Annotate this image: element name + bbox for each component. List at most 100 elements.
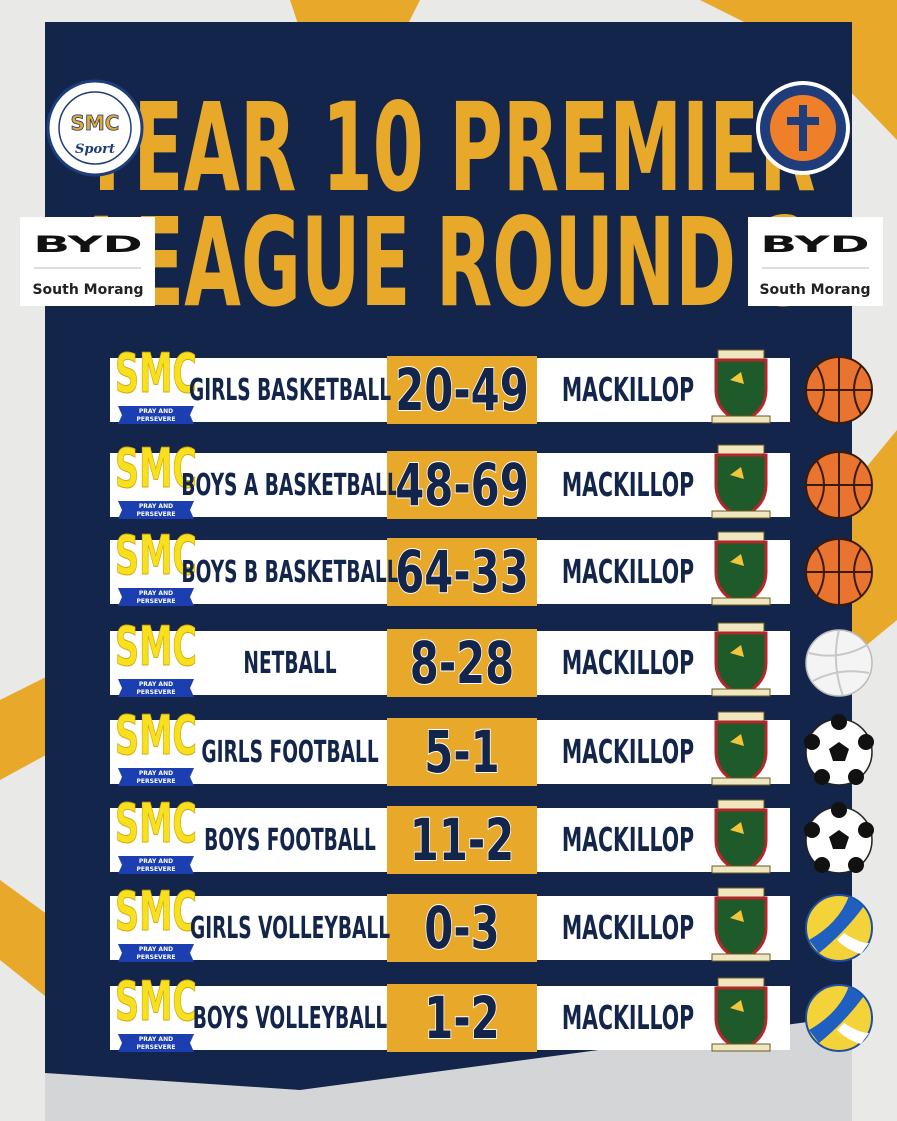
- logo-initials: SMC: [71, 111, 120, 135]
- opponent: MACKILLOP: [562, 910, 694, 947]
- score-cell: [387, 894, 537, 962]
- badge-banner: [118, 944, 194, 962]
- ball-seam: [806, 539, 872, 605]
- opponent: MACKILLOP: [562, 467, 694, 504]
- badge-initials: SMC: [115, 704, 197, 768]
- sponsor-location: South Morang: [759, 282, 870, 298]
- crest-scroll: [717, 977, 765, 988]
- opponent: MACKILLOP: [562, 372, 694, 409]
- event-name: BOYS A BASKETBALL: [181, 467, 398, 502]
- badge-motto: PERSEVERE: [137, 598, 176, 605]
- badge-initials: SMC: [115, 970, 197, 1034]
- badge-banner: [118, 406, 194, 424]
- badge-banner: [118, 1034, 194, 1052]
- opponent: MACKILLOP: [562, 734, 694, 771]
- opponent: MACKILLOP: [562, 1000, 694, 1037]
- crest-scroll: [711, 688, 771, 697]
- ball-patch: [829, 742, 849, 761]
- badge-motto: PRAY AND: [139, 408, 173, 415]
- logo-cross: [799, 105, 807, 151]
- score-cell: [387, 451, 537, 519]
- ball-patch: [804, 734, 820, 750]
- ball-patch: [848, 769, 864, 785]
- logo-ring: [58, 91, 132, 165]
- crest-star: [730, 645, 744, 657]
- crest-scroll: [717, 887, 765, 898]
- badge-motto: PERSEVERE: [137, 511, 176, 518]
- crest-star: [730, 554, 744, 566]
- badge-motto: PERSEVERE: [137, 689, 176, 696]
- logo-cross: [787, 117, 819, 125]
- badge-banner: [118, 501, 194, 519]
- crest-star: [730, 467, 744, 479]
- ball-patch: [831, 714, 847, 730]
- score-cell: [387, 806, 537, 874]
- crest-scroll: [717, 531, 765, 542]
- badge-banner: [118, 588, 194, 606]
- sponsor-box: [748, 217, 883, 306]
- badge-initials: SMC: [115, 524, 197, 588]
- badge-initials: SMC: [115, 880, 197, 944]
- logo-ring: [46, 79, 144, 177]
- paper-edge: [0, 1010, 897, 1121]
- crest-scroll: [711, 1043, 771, 1052]
- ball-seam: [808, 629, 870, 697]
- ball-patch: [814, 769, 830, 785]
- event-name: BOYS B BASKETBALL: [181, 554, 398, 589]
- score: 20-49: [395, 356, 529, 424]
- crest-star: [730, 372, 744, 384]
- badge-motto: PERSEVERE: [137, 778, 176, 785]
- crest-shield: [714, 808, 768, 874]
- sponsor-brand: BYD: [760, 232, 869, 258]
- crest-shield: [714, 540, 768, 606]
- score-cell: [387, 538, 537, 606]
- ball-panel: [809, 896, 864, 953]
- sponsor-right: BYD South Morang: [748, 217, 883, 306]
- badge-initials: SMC: [115, 437, 197, 501]
- crest-shield: [714, 986, 768, 1052]
- score-cell: [387, 718, 537, 786]
- title-line: YEAR 10 PREMIER: [80, 77, 816, 219]
- badge-motto: PRAY AND: [139, 590, 173, 597]
- ball-seam: [806, 452, 872, 518]
- association-logo: [756, 81, 850, 175]
- crest-star: [730, 910, 744, 922]
- score: 48-69: [395, 451, 529, 519]
- badge-banner: [118, 679, 194, 697]
- crest-scroll: [717, 622, 765, 633]
- logo-word: Sport: [75, 142, 115, 157]
- badge-motto: PRAY AND: [139, 681, 173, 688]
- badge-motto: PERSEVERE: [137, 866, 176, 873]
- crest-scroll: [711, 597, 771, 606]
- ball-patch: [848, 857, 864, 873]
- ball-patch: [814, 857, 830, 873]
- score: 64-33: [395, 538, 529, 606]
- title-line: LEAGUE ROUND 3: [88, 192, 813, 334]
- crest-scroll: [711, 865, 771, 874]
- event-name: GIRLS BASKETBALL: [189, 372, 391, 407]
- ball-patch: [804, 822, 820, 838]
- event-name: BOYS VOLLEYBALL: [193, 1000, 388, 1035]
- event-name: NETBALL: [243, 645, 336, 680]
- ball-patch: [829, 830, 849, 849]
- opponent: MACKILLOP: [562, 645, 694, 682]
- crest-star: [730, 1000, 744, 1012]
- opponent: MACKILLOP: [562, 822, 694, 859]
- badge-motto: PRAY AND: [139, 503, 173, 510]
- badge-banner: [118, 856, 194, 874]
- crest-scroll: [717, 711, 765, 722]
- crest-scroll: [711, 415, 771, 424]
- ball-panel: [837, 1023, 869, 1044]
- badge-initials: SMC: [115, 615, 197, 679]
- ball-panel: [837, 933, 869, 954]
- sponsor-box: [20, 217, 155, 306]
- crest-scroll: [711, 510, 771, 519]
- crest-star: [730, 734, 744, 746]
